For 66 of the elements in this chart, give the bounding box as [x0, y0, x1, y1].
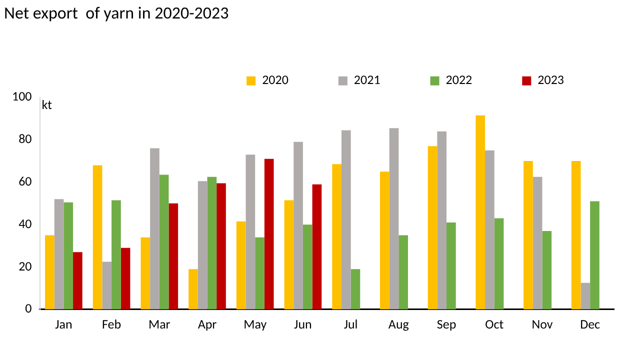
bar: [494, 218, 504, 310]
bar: [92, 165, 102, 310]
bar: [302, 224, 312, 310]
bar: [120, 248, 130, 310]
bar: [341, 130, 351, 310]
bar: [428, 146, 438, 310]
x-tick-label: Jun: [294, 317, 312, 332]
x-tick-label: Jan: [55, 317, 72, 332]
bar: [64, 202, 74, 310]
bar: [524, 161, 533, 310]
bar: [216, 183, 226, 310]
bar: [580, 282, 590, 310]
bar: [284, 200, 294, 310]
x-tick-label: Sep: [436, 317, 456, 332]
legend-label: 2021: [354, 73, 380, 88]
bar: [45, 235, 54, 310]
bar: [246, 154, 256, 310]
bar: [350, 269, 360, 310]
y-tick-label: 100: [12, 90, 32, 105]
bar: [188, 269, 198, 310]
x-tick-label: Nov: [532, 317, 553, 332]
bar: [294, 142, 303, 310]
y-tick-label: 80: [18, 132, 32, 148]
y-tick-label: 20: [18, 259, 32, 274]
bar: [159, 174, 169, 310]
x-tick-label: Apr: [198, 317, 218, 332]
bar: [236, 221, 246, 310]
bar: [168, 203, 178, 310]
bar: [102, 262, 112, 310]
bar: [532, 176, 542, 310]
x-tick-label: Aug: [388, 317, 409, 332]
bar: [198, 181, 208, 310]
x-tick-label: May: [244, 317, 267, 332]
x-tick-label: Feb: [102, 317, 122, 332]
bar: [255, 237, 264, 310]
legend-label: 2020: [262, 73, 289, 88]
bar: [332, 164, 342, 310]
bar: [485, 150, 494, 310]
y-tick-label: 40: [18, 216, 32, 232]
bar: [112, 200, 121, 310]
chart-title: Net export of yarn in 2020-2023: [4, 2, 229, 24]
y-tick-label: 60: [18, 174, 32, 190]
bar: [140, 237, 150, 310]
bar: [542, 230, 552, 310]
bar: [207, 176, 217, 310]
bar: [150, 148, 160, 310]
bar: [476, 115, 486, 310]
y-axis-title: kt: [42, 98, 53, 114]
bar: [380, 172, 390, 310]
bar: [389, 128, 399, 310]
x-tick-label: Mar: [148, 317, 171, 332]
bar: [590, 201, 600, 310]
legend-label: 2022: [446, 73, 473, 88]
bar: [264, 158, 274, 310]
x-tick-label: Oct: [485, 317, 504, 332]
y-tick-label: 0: [25, 302, 32, 317]
bar: [312, 184, 322, 310]
bar: [571, 161, 581, 310]
legend-label: 2023: [538, 73, 564, 88]
x-tick-label: Dec: [580, 317, 601, 332]
bar: [73, 252, 82, 310]
x-tick-label: Jul: [344, 317, 358, 332]
bar: [437, 131, 447, 310]
bar: [54, 199, 64, 310]
bar: [446, 222, 456, 310]
bar: [398, 235, 408, 310]
